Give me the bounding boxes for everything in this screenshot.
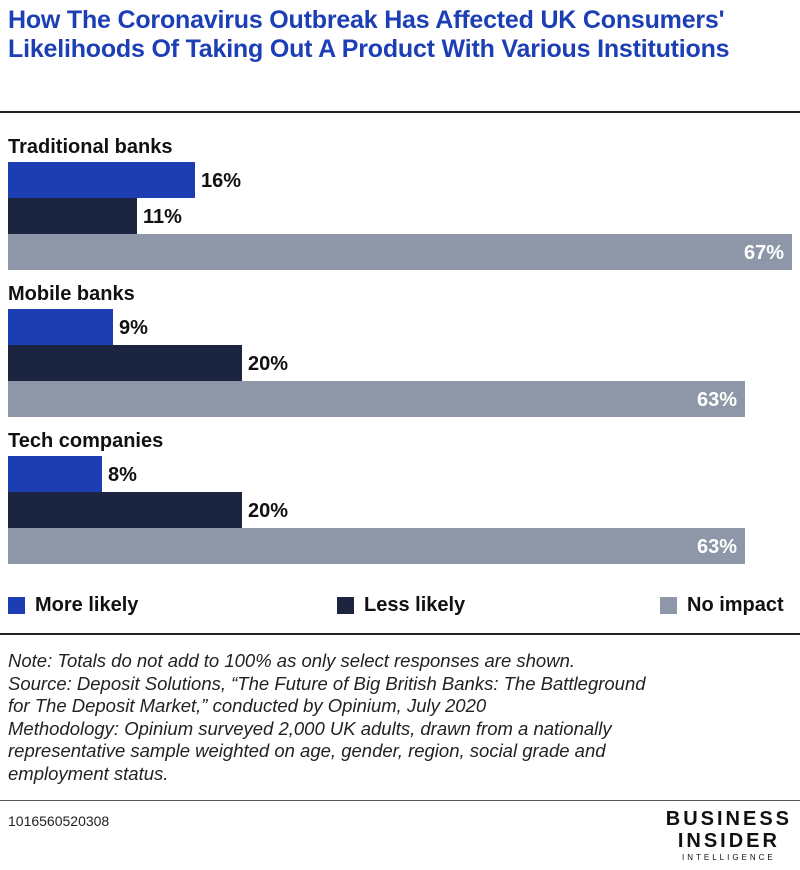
chart-title: How The Coronavirus Outbreak Has Affecte… <box>8 6 730 63</box>
data-label-mobile-banks-no-impact: 63% <box>697 389 737 411</box>
data-label-tech-companies-less-likely: 20% <box>248 500 288 522</box>
footnote: Note: Totals do not add to 100% as only … <box>8 650 792 785</box>
methodology-line: representative sample weighted on age, g… <box>8 740 606 761</box>
bar-tech-companies-less-likely <box>8 492 242 528</box>
legend-label-no-impact: No impact <box>687 594 784 616</box>
legend-swatch-less-likely <box>337 597 354 614</box>
legend-item-no-impact: No impact <box>660 594 784 617</box>
legend-label-more-likely: More likely <box>35 594 139 616</box>
legend: More likely Less likely No impact <box>0 594 800 620</box>
top-rule <box>0 111 800 113</box>
data-label-traditional-banks-more-likely: 16% <box>201 170 241 192</box>
bar-traditional-banks-less-likely <box>8 198 137 234</box>
bar-mobile-banks-no-impact <box>8 381 745 417</box>
footer-rule <box>0 800 800 801</box>
data-label-tech-companies-no-impact: 63% <box>697 536 737 558</box>
bar-traditional-banks-more-likely <box>8 162 195 198</box>
data-label-tech-companies-more-likely: 8% <box>108 464 137 486</box>
brand-logo-line3: INTELLIGENCE <box>681 853 776 862</box>
legend-item-less-likely: Less likely <box>337 594 465 617</box>
note-line: Note: Totals do not add to 100% as only … <box>8 650 575 671</box>
data-label-traditional-banks-less-likely: 11% <box>143 206 182 228</box>
source-line: for The Deposit Market,” conducted by Op… <box>8 695 487 716</box>
brand-logo-line1: BUSINESS <box>665 808 792 830</box>
data-label-mobile-banks-more-likely: 9% <box>119 317 148 339</box>
brand-logo-line2: INSIDER <box>677 830 780 852</box>
bar-tech-companies-no-impact <box>8 528 745 564</box>
chart-id: 1016560520308 <box>8 813 110 829</box>
category-label-traditional-banks: Traditional banks <box>8 136 172 158</box>
legend-swatch-no-impact <box>660 597 677 614</box>
bar-chart: Traditional banks 16% 11% 67% Mobile banks 9%… <box>8 136 792 564</box>
bar-tech-companies-more-likely <box>8 456 102 492</box>
legend-label-less-likely: Less likely <box>364 594 466 616</box>
data-label-mobile-banks-less-likely: 20% <box>248 353 288 375</box>
legend-rule <box>0 633 800 635</box>
data-label-traditional-banks-no-impact: 67% <box>744 242 784 264</box>
bar-traditional-banks-no-impact <box>8 234 792 270</box>
bar-mobile-banks-less-likely <box>8 345 242 381</box>
category-label-mobile-banks: Mobile banks <box>8 283 135 305</box>
legend-item-more-likely: More likely <box>8 594 138 617</box>
methodology-line: Methodology: Opinium surveyed 2,000 UK a… <box>8 717 612 739</box>
methodology-line: employment status. <box>8 762 169 784</box>
source-line: Source: Deposit Solutions, “The Future o… <box>8 672 646 694</box>
brand-logo: BUSINESS INSIDER INTELLIGENCE <box>666 808 792 864</box>
category-label-tech-companies: Tech companies <box>8 430 163 452</box>
legend-swatch-more-likely <box>8 597 25 614</box>
bar-mobile-banks-more-likely <box>8 309 113 345</box>
